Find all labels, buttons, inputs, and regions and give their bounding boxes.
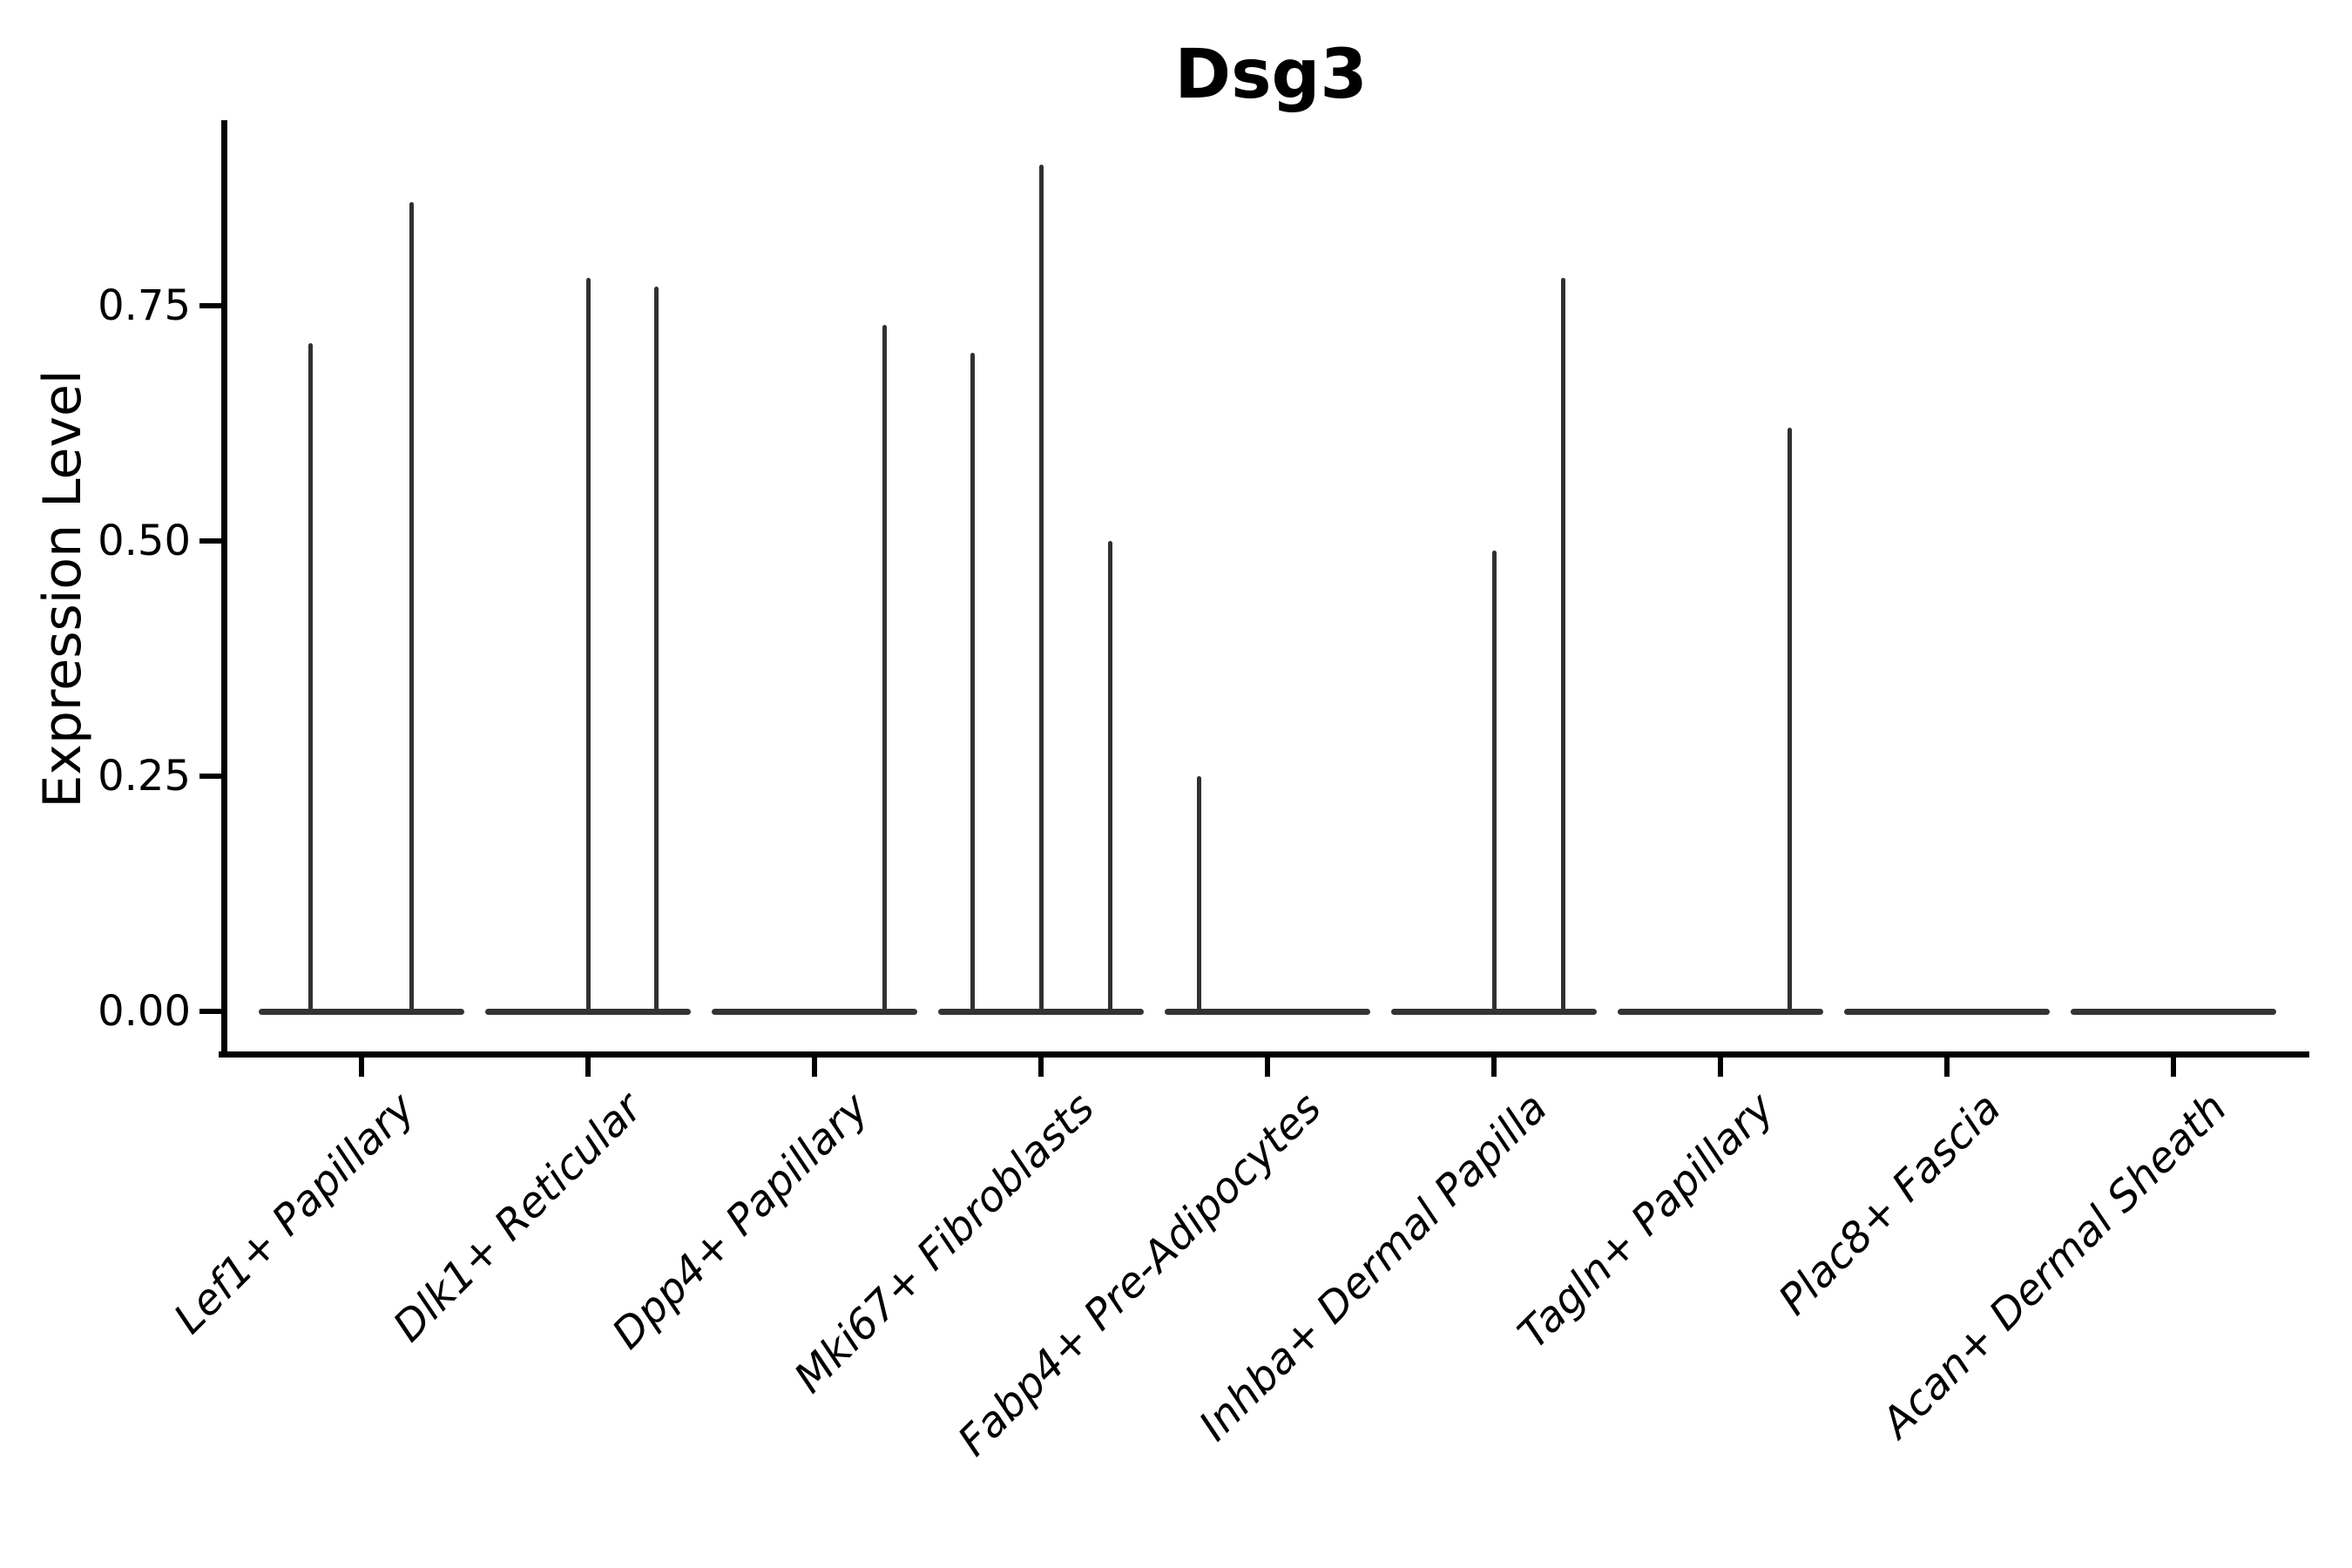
x-tick-mark — [359, 1054, 364, 1077]
x-tick-mark — [1944, 1054, 1950, 1077]
violin-baseline — [712, 1008, 917, 1015]
violin-baseline — [938, 1008, 1144, 1015]
y-axis-line — [221, 120, 227, 1058]
x-tick-label: Dpp4+ Papillary — [602, 1083, 878, 1359]
violin-spike — [585, 277, 591, 1014]
violin-baseline — [1618, 1008, 1823, 1015]
x-tick-mark — [812, 1054, 817, 1077]
violin-spike — [409, 202, 414, 1014]
violin-spike — [882, 324, 887, 1014]
y-tick-mark — [199, 1009, 223, 1014]
y-tick-mark — [199, 538, 223, 544]
violin-spike — [970, 353, 975, 1014]
x-axis-line — [219, 1051, 2309, 1058]
violin-baseline — [259, 1008, 464, 1015]
x-tick-mark — [1718, 1054, 1723, 1077]
violin-spike — [1491, 550, 1497, 1014]
y-axis-label: Expression Level — [32, 369, 93, 808]
x-tick-label: Fabp4+ Pre-Adipocytes — [948, 1083, 1331, 1466]
violin-spike — [1038, 165, 1044, 1014]
violin-spike — [1560, 277, 1565, 1014]
y-tick-mark — [199, 303, 223, 308]
violin-spike — [1196, 776, 1201, 1014]
x-tick-mark — [1265, 1054, 1270, 1077]
y-tick-label: 0.75 — [98, 281, 191, 330]
x-tick-mark — [585, 1054, 591, 1077]
violin-baseline — [1844, 1008, 2050, 1015]
x-tick-label: Lef1+ Papillary — [165, 1083, 425, 1343]
violin-spike — [1787, 428, 1792, 1014]
violin-baseline — [1391, 1008, 1597, 1015]
x-tick-label: Dlk1+ Reticular — [383, 1083, 652, 1352]
violin-baseline — [2071, 1008, 2276, 1015]
violin-spike — [308, 343, 313, 1014]
x-tick-mark — [2171, 1054, 2176, 1077]
y-tick-label: 0.25 — [98, 752, 191, 801]
x-tick-mark — [1038, 1054, 1044, 1077]
x-tick-label: Plac8+ Fascia — [1768, 1083, 2011, 1325]
chart-title: Dsg3 — [1174, 36, 1368, 114]
x-tick-label: Tagln+ Papillary — [1509, 1083, 1784, 1359]
violin-spike — [653, 287, 659, 1014]
violin-baseline — [1165, 1008, 1370, 1015]
violin-spike — [1107, 541, 1112, 1014]
violin-baseline — [485, 1008, 691, 1015]
y-tick-mark — [199, 774, 223, 779]
y-tick-label: 0.00 — [98, 987, 191, 1036]
x-tick-mark — [1491, 1054, 1497, 1077]
y-tick-label: 0.50 — [98, 517, 191, 565]
